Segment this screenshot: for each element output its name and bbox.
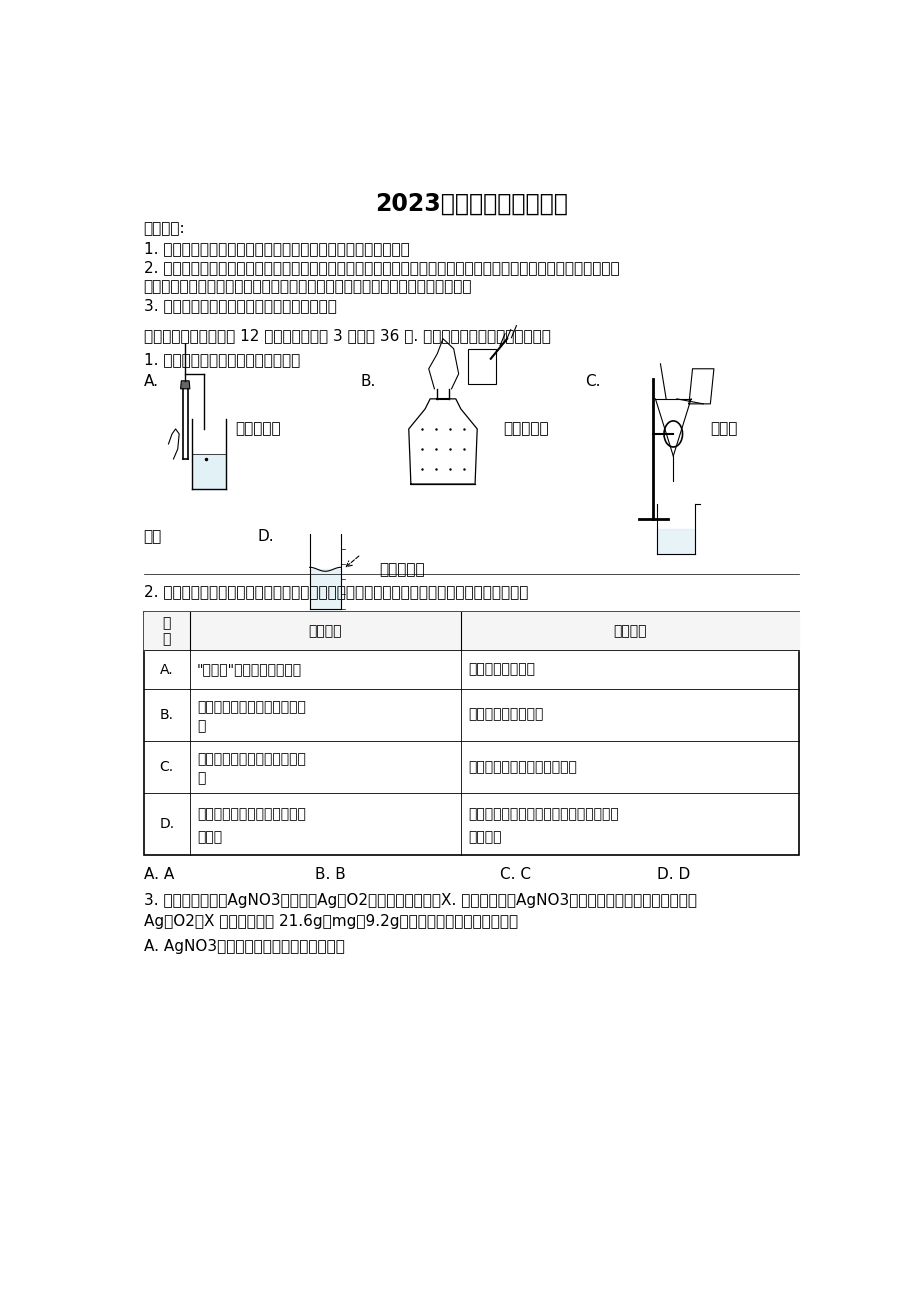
Text: B.: B. — [360, 374, 376, 389]
Text: 2. 回答选择题时，选出每小题答案后，用铅笔把答题卡上对应题目的答案标号涂黑，如需改动，用橡皮擦干净后，再: 2. 回答选择题时，选出每小题答案后，用铅笔把答题卡上对应题目的答案标号涂黑，如… — [143, 260, 618, 276]
Polygon shape — [143, 612, 799, 651]
Text: 2. 宏观辨识与微观探析相结合是化学特有的思维方式。下表对应内容中，不正确的是（　　）: 2. 宏观辨识与微观探析相结合是化学特有的思维方式。下表对应内容中，不正确的是（… — [143, 585, 528, 599]
Text: 3. 在光照条件下，AgNO3可分解为Ag、O2和某种氮的氧化物X. 取一定质量的AgNO3固体充分光照，测得反应后生成: 3. 在光照条件下，AgNO3可分解为Ag、O2和某种氮的氧化物X. 取一定质量… — [143, 893, 696, 907]
Text: C.: C. — [585, 374, 600, 389]
Polygon shape — [656, 529, 694, 555]
Bar — [143, 612, 799, 855]
Text: 木炭在氧气中比在空气中燃烧: 木炭在氧气中比在空气中燃烧 — [197, 807, 305, 822]
Text: A. AgNO3固体应密封保存在无色细口瓶中: A. AgNO3固体应密封保存在无色细口瓶中 — [143, 939, 344, 954]
Text: C.: C. — [160, 760, 174, 773]
Text: D. D: D. D — [656, 867, 689, 881]
Text: 读液体体积: 读液体体积 — [379, 561, 424, 577]
Text: 同: 同 — [197, 771, 205, 785]
Text: 注意事项:: 注意事项: — [143, 221, 185, 237]
Text: B. B: B. B — [314, 867, 345, 881]
Text: 更剧烈: 更剧烈 — [197, 831, 221, 845]
Text: B.: B. — [160, 708, 174, 721]
Text: 1. 下列基本实验操作的图示正确的是: 1. 下列基本实验操作的图示正确的是 — [143, 352, 300, 367]
Text: C. C: C. C — [500, 867, 530, 881]
Text: Ag、O2、X 的质量分别为 21.6g、mg、9.2g。下列说法正确的是（　　）: Ag、O2、X 的质量分别为 21.6g、mg、9.2g。下列说法正确的是（ ） — [143, 914, 517, 930]
Text: D.: D. — [257, 529, 274, 544]
Text: 无色氧气加压后变成淡蓝色液: 无色氧气加压后变成淡蓝色液 — [197, 700, 305, 713]
Text: 数目不同: 数目不同 — [468, 831, 501, 845]
Text: 2023年中考化学模拟试卷: 2023年中考化学模拟试卷 — [375, 191, 567, 215]
Text: 金属铝和金属镁的化学性质不: 金属铝和金属镁的化学性质不 — [197, 753, 305, 766]
Text: 浊液: 浊液 — [143, 529, 162, 544]
Text: 微观解释: 微观解释 — [613, 625, 646, 638]
Text: 选
项: 选 项 — [163, 616, 171, 647]
Text: 碳原子在等体积空间内接触碰撞的氧分子: 碳原子在等体积空间内接触碰撞的氧分子 — [468, 807, 618, 822]
Text: D.: D. — [159, 816, 174, 831]
Polygon shape — [192, 454, 225, 490]
Text: 选涂其它答案标号。回答非选择题时，将答案写在答题卡上，写在本试卷上无效。: 选涂其它答案标号。回答非选择题时，将答案写在答题卡上，写在本试卷上无效。 — [143, 280, 471, 294]
Text: "二手烟"也会危害身体健康: "二手烟"也会危害身体健康 — [197, 663, 301, 677]
Text: 熄灭酒精灯: 熄灭酒精灯 — [503, 422, 549, 436]
Text: 一、选择题（本题包括 12 个小题，每小题 3 分，共 36 分. 每小题只有一个选项符合题意）: 一、选择题（本题包括 12 个小题，每小题 3 分，共 36 分. 每小题只有一… — [143, 328, 550, 342]
Text: 3. 考试结束后，将本试卷和答题卡一并交回。: 3. 考试结束后，将本试卷和答题卡一并交回。 — [143, 298, 336, 314]
Text: 不同种金属的原子的结构不同: 不同种金属的原子的结构不同 — [468, 760, 576, 773]
Text: A.: A. — [160, 663, 174, 677]
Text: 检查气密性: 检查气密性 — [234, 422, 280, 436]
Text: 分子在不断地运动: 分子在不断地运动 — [468, 663, 534, 677]
Text: 氧: 氧 — [197, 719, 205, 733]
Text: 氧分子的体积变小了: 氧分子的体积变小了 — [468, 708, 543, 721]
Text: 过滤悬: 过滤悬 — [709, 422, 737, 436]
Text: A. A: A. A — [143, 867, 174, 881]
Text: 宏观事实: 宏观事实 — [308, 625, 342, 638]
Text: 1. 答卷前，考生务必将自己的姓名、准考证号填写在答题卡上。: 1. 答卷前，考生务必将自己的姓名、准考证号填写在答题卡上。 — [143, 241, 409, 256]
Polygon shape — [180, 380, 189, 389]
Text: A.: A. — [143, 374, 158, 389]
Polygon shape — [310, 569, 341, 609]
